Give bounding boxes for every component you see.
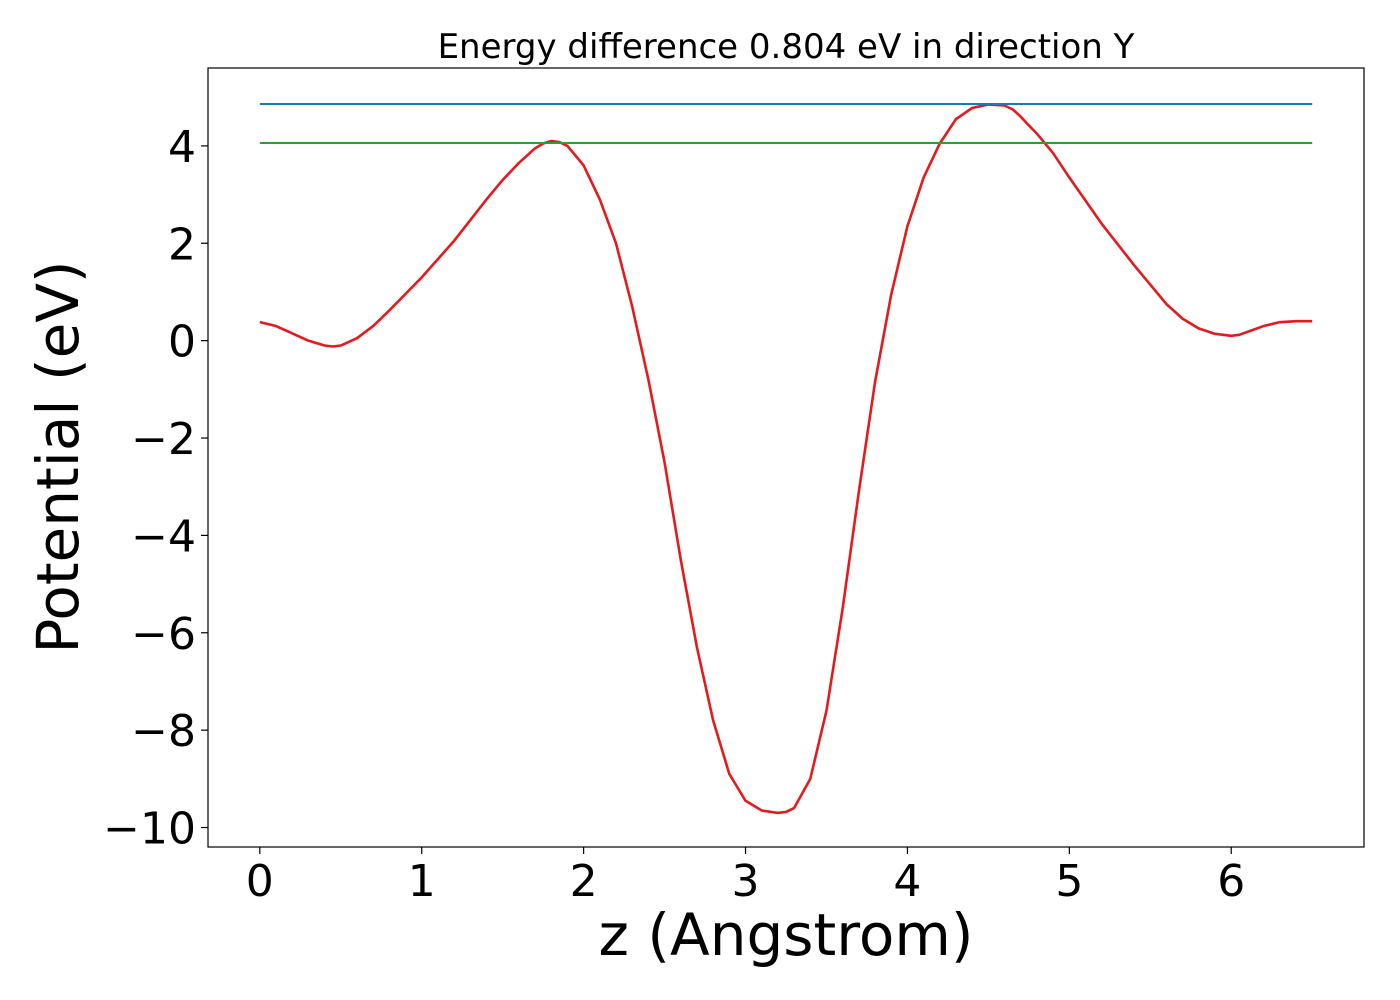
y-tick-label: −2	[131, 414, 196, 465]
chart-title: Energy difference 0.804 eV in direction …	[438, 27, 1135, 67]
y-tick-label: 4	[168, 122, 196, 173]
x-tick-label: 4	[893, 856, 921, 907]
series-line-0	[259, 103, 1313, 815]
x-tick-label: 0	[246, 856, 274, 907]
y-tick-label: −6	[131, 609, 196, 660]
y-tick-label: 0	[168, 317, 196, 368]
x-tick-label: 1	[408, 856, 436, 907]
x-tick-label: 2	[570, 856, 598, 907]
series-layer	[259, 103, 1313, 815]
x-tick-label: 3	[732, 856, 760, 907]
y-axis-ticks: 4 2 0 −2 −4 −6 −8 −10	[103, 122, 208, 855]
y-tick-label: −10	[103, 804, 196, 855]
x-axis-label: z (Angstrom)	[599, 901, 974, 969]
x-tick-label: 5	[1055, 856, 1083, 907]
y-tick-label: −4	[131, 511, 196, 562]
x-axis-ticks: 0 1 2 3 4 5 6	[246, 847, 1245, 907]
y-axis-label: Potential (eV)	[24, 260, 92, 653]
y-tick-label: 2	[168, 219, 196, 270]
y-tick-label: −8	[131, 706, 196, 757]
x-tick-label: 6	[1217, 856, 1245, 907]
plot-frame	[207, 67, 1365, 848]
